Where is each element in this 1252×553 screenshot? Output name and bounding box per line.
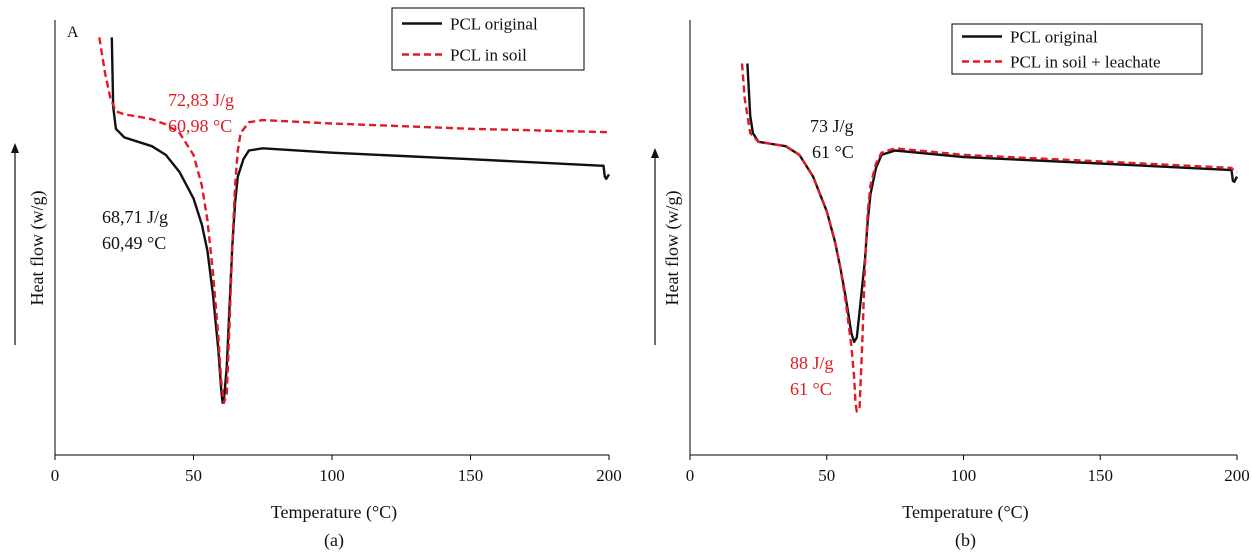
x-tick-label: 150 — [1088, 466, 1114, 485]
annotation-label: 60,49 °C — [102, 233, 166, 253]
y-axis-title: Heat flow (w/g) — [662, 191, 683, 306]
x-tick-label: 50 — [818, 466, 835, 485]
x-tick-label: 150 — [458, 466, 484, 485]
panel-label: (a) — [324, 530, 344, 551]
series-line-0 — [746, 63, 1239, 344]
series-line-1 — [98, 37, 610, 404]
annotation-label: 61 °C — [790, 379, 832, 399]
panel-a: 0 50 100 150 200 Temperature (°C) Heat flow (w… — [11, 7, 622, 551]
x-tick-label: 100 — [319, 466, 345, 485]
corner-label: A — [67, 24, 79, 41]
panel-label: (b) — [955, 530, 976, 551]
series-line-1 — [740, 63, 1238, 413]
legend-label: PCL original — [1010, 28, 1098, 47]
annotation-label: 73 J/g — [810, 116, 854, 136]
arrow-head-icon — [11, 143, 19, 153]
legend-label: PCL in soil + leachate — [1010, 53, 1161, 72]
legend-label: PCL original — [450, 15, 538, 34]
x-axis-title: Temperature (°C) — [271, 502, 397, 523]
x-axis-title: Temperature (°C) — [902, 502, 1028, 523]
y-axis-title: Heat flow (w/g) — [27, 191, 48, 306]
panel-b: 0 50 100 150 200 Temperature (°C) Heat flow (w… — [651, 20, 1250, 551]
x-tick-label: 100 — [951, 466, 977, 485]
x-tick-label: 200 — [1224, 466, 1250, 485]
legend-box — [951, 23, 1203, 75]
series-line-0 — [110, 37, 611, 404]
x-tick-label: 0 — [51, 466, 60, 485]
arrow-head-icon — [651, 148, 659, 158]
legend: PCL original PCL in soil + leachate — [951, 23, 1203, 75]
legend: PCL original PCL in soil — [391, 7, 585, 71]
annotation-label: 72,83 J/g — [168, 90, 234, 110]
legend-label: PCL in soil — [450, 46, 527, 65]
legend-box — [391, 7, 585, 71]
annotation-label: 60,98 °C — [168, 116, 232, 136]
x-tick-label: 0 — [686, 466, 695, 485]
x-tick-label: 50 — [185, 466, 202, 485]
annotation-label: 68,71 J/g — [102, 207, 168, 227]
annotation-label: 61 °C — [812, 142, 854, 162]
annotation-label: 88 J/g — [790, 353, 834, 373]
x-tick-label: 200 — [596, 466, 622, 485]
